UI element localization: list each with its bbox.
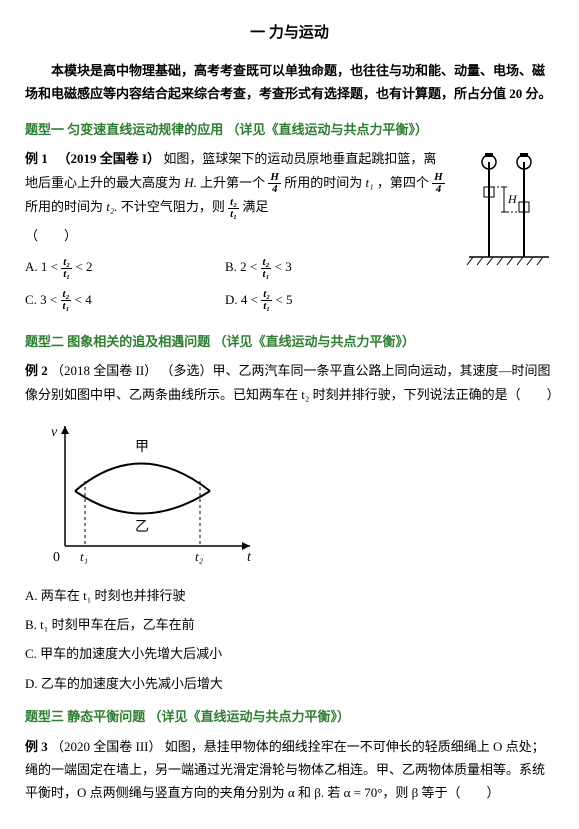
svg-text:甲: 甲: [135, 440, 149, 455]
example2-figure: v t 甲 乙 0 t₁ t₂: [35, 416, 554, 573]
option-d: D. 乙车的加速度大小先减小后增大: [25, 672, 554, 695]
option-a: A. 两车在 t₁ 时刻也并排行驶: [25, 584, 554, 607]
choice-a: A. 1 < t₂t₁ < 2: [25, 255, 225, 280]
svg-text:t₁: t₁: [80, 549, 88, 564]
choice-c: C. 3 < t₂t₁ < 4: [25, 288, 225, 313]
example1-label: 例 1: [25, 151, 48, 166]
svg-text:t₂: t₂: [195, 549, 204, 564]
svg-text:t: t: [247, 550, 252, 565]
frac-t2t1: t₂t₁: [228, 197, 239, 220]
svg-text:v: v: [51, 425, 58, 440]
section3-heading: 题型三 静态平衡问题 （详见《直线运动与共点力平衡》）: [25, 705, 554, 728]
option-c: C. 甲车的加速度大小先增大后减小: [25, 642, 554, 665]
frac-H4-2: H4: [432, 172, 445, 195]
vt-graph-svg: v t 甲 乙 0 t₁ t₂: [35, 416, 265, 566]
example1-figure: H: [459, 147, 554, 274]
choice-b: B. 2 < t₂t₁ < 3: [225, 255, 425, 280]
option-b: B. t₁ 时刻甲车在后，乙车在前: [25, 613, 554, 636]
frac-H4-1: H4: [268, 172, 281, 195]
fig-h-label: H: [507, 192, 518, 206]
example1-source: （2019 全国卷 I）: [51, 151, 160, 166]
page-title: 一 力与运动: [25, 20, 554, 47]
example3-text: 例 3 （2020 全国卷 III） 如图，悬挂甲物体的细线拴牢在一不可伸长的轻…: [25, 735, 554, 805]
intro-paragraph: 本模块是高中物理基础，高考考查既可以单独命题，也往往与功和能、动量、电场、磁场和…: [25, 59, 554, 106]
section1-heading: 题型一 匀变速直线运动规律的应用 （详见《直线运动与共点力平衡》）: [25, 118, 554, 141]
example2-text: 例 2 （2018 全国卷 II） （多选）甲、乙两汽车同一条平直公路上同向运动…: [25, 359, 554, 406]
svg-text:乙: 乙: [135, 519, 149, 535]
example2-label: 例 2: [25, 363, 48, 378]
section2-heading: 题型二 图象相关的追及相遇问题 （详见《直线运动与共点力平衡》）: [25, 330, 554, 353]
pulley-figure-svg: H: [459, 147, 554, 267]
choice-d: D. 4 < t₂t₁ < 5: [225, 288, 425, 313]
svg-text:0: 0: [53, 550, 60, 565]
